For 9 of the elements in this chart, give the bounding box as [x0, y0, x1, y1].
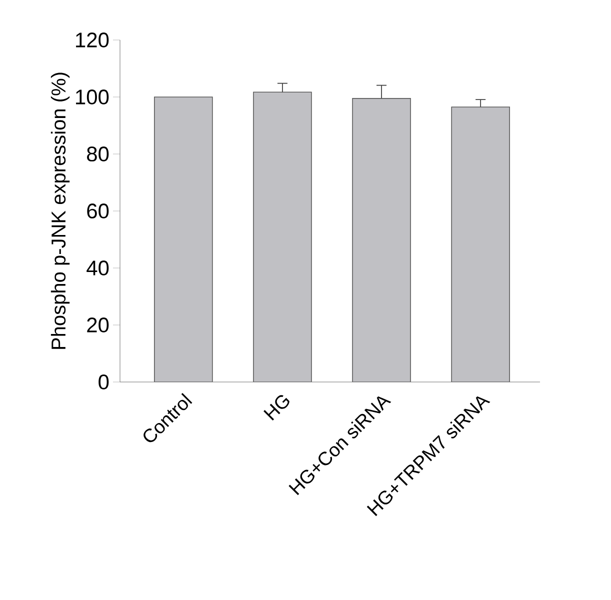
- y-tick-label: 120: [76, 32, 109, 48]
- y-axis-title: Phospho p-JNK expression (%): [50, 72, 70, 349]
- y-tick-label: 40: [86, 260, 109, 276]
- x-tick-label: HG: [264, 395, 290, 421]
- y-tick-label: 0: [98, 374, 109, 390]
- y-tick-label: 20: [87, 318, 109, 332]
- y-tick-label: 100: [76, 90, 109, 104]
- y-tick-label: 80: [87, 146, 109, 162]
- y-tick-label: 60: [87, 204, 109, 218]
